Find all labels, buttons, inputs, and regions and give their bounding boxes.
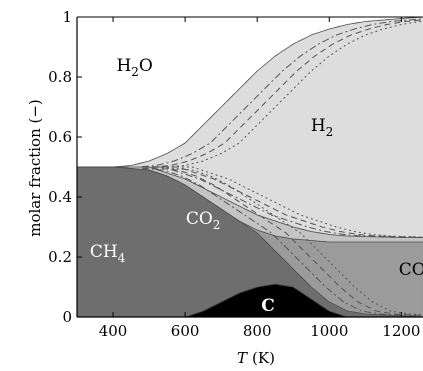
stacked-regions xyxy=(76,16,423,318)
label-base: H xyxy=(311,116,326,136)
ch4-dashdot-line xyxy=(141,167,423,317)
region-label-ch4-3: CH4 xyxy=(90,242,126,265)
y-tick-label-3: 0.6 xyxy=(48,128,72,146)
y-tick-label-5: 1 xyxy=(62,8,72,26)
sensitivity-lines xyxy=(141,18,423,317)
region-label-c-4: C xyxy=(261,296,275,316)
label-subscript: 2 xyxy=(131,65,139,79)
x-tick-label-600: 600 xyxy=(171,322,200,340)
h2-upper-dotted-line xyxy=(141,20,423,168)
co2-dashed-line xyxy=(141,166,423,238)
label-subscript: 4 xyxy=(118,251,126,265)
y-tick-label-0: 0 xyxy=(62,308,72,326)
region-label-h2o-0: H2O xyxy=(116,56,152,79)
boundary-co-top xyxy=(77,166,423,243)
h2-upper-dashed-line xyxy=(141,19,423,168)
x-axis-title: T (K) xyxy=(237,349,275,367)
label-base: CO xyxy=(186,209,213,229)
x-tick-label-800: 800 xyxy=(243,322,272,340)
region-label-co-5: CO xyxy=(399,260,423,280)
region-label-co2-2: CO2 xyxy=(186,209,221,232)
label-base: CO xyxy=(399,260,423,280)
y-axis-title: molar fraction (−) xyxy=(26,99,44,237)
x-tick-label-400: 400 xyxy=(99,322,128,340)
y-tick-label-1: 0.2 xyxy=(48,248,72,266)
co2-dashdot-line xyxy=(141,166,423,238)
label-subscript: 2 xyxy=(213,218,221,232)
label-base: C xyxy=(261,296,275,316)
label-base: H xyxy=(116,56,131,76)
x-axis-title-variable: T xyxy=(237,349,248,367)
label-base: CH xyxy=(90,242,118,262)
ch4-dotted-line xyxy=(141,166,423,316)
ch4-dashed-line xyxy=(141,166,423,316)
y-tick-label-4: 0.8 xyxy=(48,68,72,86)
label-tail: O xyxy=(139,56,153,76)
co2-dotted-line xyxy=(141,166,423,238)
x-tick-label-1000: 1000 xyxy=(310,322,348,340)
label-subscript: 2 xyxy=(326,125,334,139)
axes xyxy=(76,16,423,318)
y-tick-label-2: 0.4 xyxy=(48,188,72,206)
x-tick-label-1200: 1200 xyxy=(382,322,420,340)
x-axis-title-unit: (K) xyxy=(252,349,275,367)
tick-marks: 400 600 800 1000 1200 0 0.2 0.4 0.6 0.8 1 xyxy=(48,8,420,340)
region-label-h2-1: H2 xyxy=(311,116,333,139)
boundary-h2-top xyxy=(77,16,423,168)
h2-upper-dashdot-line xyxy=(141,18,423,168)
